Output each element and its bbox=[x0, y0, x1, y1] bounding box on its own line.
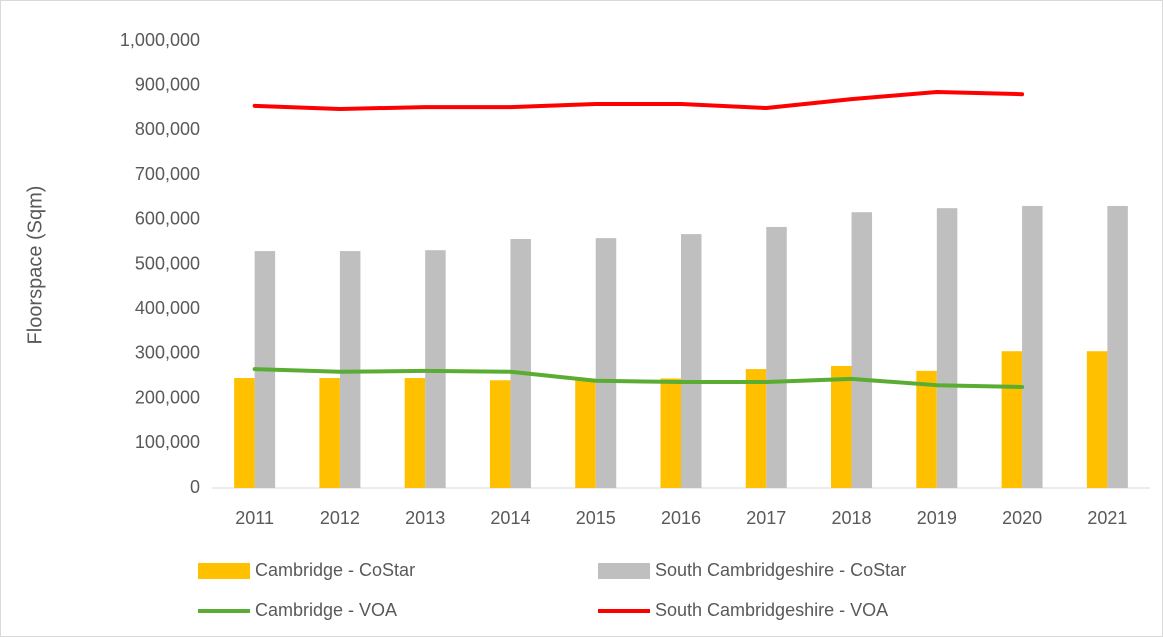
line-series bbox=[252, 367, 1025, 389]
y-tick-label: 1,000,000 bbox=[120, 30, 200, 50]
legend-label: Cambridge - CoStar bbox=[255, 560, 415, 580]
x-tick-label: 2020 bbox=[1002, 508, 1042, 528]
x-tick-label: 2021 bbox=[1087, 508, 1127, 528]
y-tick-label: 800,000 bbox=[135, 119, 200, 139]
line-series bbox=[252, 89, 1025, 111]
bar bbox=[745, 369, 767, 488]
bar bbox=[575, 378, 596, 488]
x-tick-label: 2016 bbox=[661, 508, 701, 528]
y-tick-label: 0 bbox=[190, 477, 200, 497]
bar bbox=[489, 380, 511, 488]
bar bbox=[1107, 205, 1128, 488]
y-tick-label: 700,000 bbox=[135, 164, 200, 184]
x-tick-label: 2012 bbox=[320, 508, 360, 528]
bar bbox=[1001, 351, 1023, 488]
x-tick-label: 2018 bbox=[832, 508, 872, 528]
x-tick-label: 2014 bbox=[490, 508, 530, 528]
bar bbox=[936, 208, 958, 489]
bar bbox=[595, 238, 617, 488]
x-tick-label: 2017 bbox=[746, 508, 786, 528]
bar bbox=[404, 378, 426, 488]
bar bbox=[681, 234, 702, 488]
bar bbox=[1086, 351, 1108, 488]
legend-swatch bbox=[198, 563, 250, 579]
y-tick-label: 100,000 bbox=[135, 432, 200, 452]
bar bbox=[660, 378, 681, 488]
y-tick-label: 400,000 bbox=[135, 298, 200, 318]
x-tick-label: 2013 bbox=[405, 508, 445, 528]
bar bbox=[831, 365, 852, 488]
legend-label: Cambridge - VOA bbox=[255, 600, 397, 620]
bar bbox=[851, 212, 873, 489]
y-tick-label: 900,000 bbox=[135, 74, 200, 94]
bar bbox=[234, 378, 255, 488]
legend-label: South Cambridgeshire - CoStar bbox=[655, 560, 906, 580]
legend-label: South Cambridgeshire - VOA bbox=[655, 600, 888, 620]
bar bbox=[319, 378, 340, 488]
x-tick-label: 2015 bbox=[576, 508, 616, 528]
y-tick-label: 300,000 bbox=[135, 343, 200, 363]
bar bbox=[1022, 205, 1043, 488]
y-tick-label: 600,000 bbox=[135, 209, 200, 229]
bar bbox=[339, 251, 361, 488]
x-tick-label: 2011 bbox=[235, 508, 274, 528]
bar bbox=[510, 239, 531, 488]
y-tick-label: 500,000 bbox=[135, 253, 200, 273]
bar bbox=[916, 370, 937, 488]
x-tick-label: 2019 bbox=[917, 508, 957, 528]
bar bbox=[766, 226, 787, 488]
y-tick-label: 200,000 bbox=[135, 387, 200, 407]
y-axis-label: Floorspace (Sqm) bbox=[24, 186, 46, 345]
legend-swatch bbox=[598, 563, 650, 579]
